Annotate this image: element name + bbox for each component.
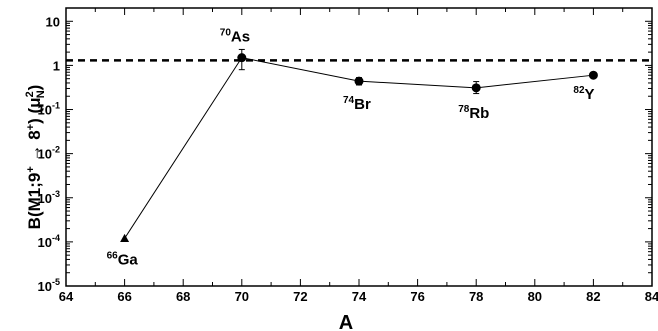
y-tick-label: 10-5: [38, 277, 60, 294]
point-label: 78Rb: [458, 104, 489, 122]
data-point: [237, 53, 247, 63]
y-tick-label: 10: [46, 14, 60, 29]
data-point: [471, 83, 481, 93]
x-tick-label: 66: [117, 289, 131, 304]
x-tick-label: 80: [528, 289, 542, 304]
point-label: 70As: [220, 28, 250, 46]
y-tick-label: 10-2: [38, 145, 60, 162]
x-tick-label: 74: [352, 289, 367, 304]
x-tick-label: 72: [293, 289, 307, 304]
y-tick-label: 10-4: [38, 233, 60, 250]
point-label: 66Ga: [107, 250, 139, 268]
data-point-triangle: [120, 233, 130, 242]
point-label: 82Y: [573, 85, 594, 103]
x-axis-title: A: [339, 312, 353, 331]
x-tick-label: 70: [235, 289, 249, 304]
plot-frame: [65, 7, 653, 287]
y-tick-label: 1: [53, 58, 60, 73]
y-axis-title: B(M1;9+ → 8+) (μ2N): [24, 85, 47, 230]
y-tick-label: 10-1: [38, 101, 60, 118]
data-point: [588, 70, 598, 80]
data-point: [354, 76, 364, 86]
x-tick-label: 82: [586, 289, 600, 304]
x-tick-label: 64: [59, 289, 74, 304]
point-label: 74Br: [343, 95, 371, 113]
x-tick-label: 84: [645, 289, 658, 304]
x-tick-label: 78: [469, 289, 483, 304]
y-tick-label: 10-3: [38, 189, 60, 206]
x-tick-label: 76: [410, 289, 424, 304]
x-tick-label: 68: [176, 289, 190, 304]
